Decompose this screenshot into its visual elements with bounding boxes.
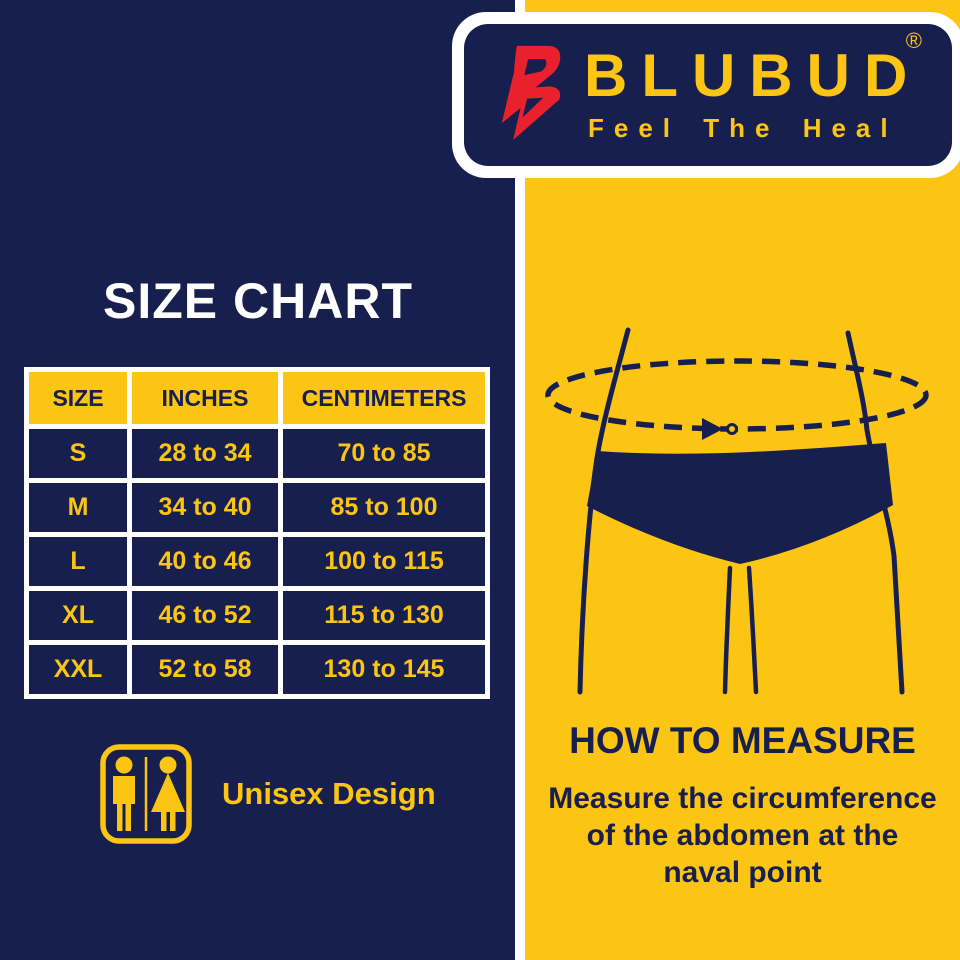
- unisex-label: Unisex Design: [222, 776, 436, 811]
- instruction-line: naval point: [663, 856, 822, 889]
- blubud-b-logo-icon: [501, 45, 561, 141]
- direction-arrow-icon: [702, 418, 723, 440]
- table-cell: M: [29, 483, 127, 532]
- page-title: SIZE CHART: [103, 273, 413, 329]
- abdomen-measurement-diagram: [545, 327, 929, 695]
- brand-logo-box: BLUBUD Feel The Heal ®: [452, 12, 960, 178]
- table-cell: S: [29, 429, 127, 478]
- brand-logo-inner: BLUBUD Feel The Heal ®: [464, 24, 952, 166]
- inner-leg-line-right: [746, 565, 759, 695]
- brand-tagline: Feel The Heal: [588, 113, 898, 143]
- table-cell: 28 to 34: [132, 429, 278, 478]
- panel-divider: [515, 0, 525, 960]
- table-cell: 46 to 52: [132, 591, 278, 640]
- table-header-cell-size: SIZE: [29, 372, 127, 424]
- briefs-silhouette: [587, 443, 893, 564]
- table-cell: 100 to 115: [283, 537, 485, 586]
- table-cell: L: [29, 537, 127, 586]
- table-cell: 115 to 130: [283, 591, 485, 640]
- measurement-instruction: Measure the circumference of the abdomen…: [525, 780, 960, 891]
- unisex-design-row: Unisex Design: [100, 744, 436, 844]
- table-cell: 85 to 100: [283, 483, 485, 532]
- size-table: SIZE INCHES CENTIMETERS S 28 to 34 70 to…: [24, 367, 490, 699]
- table-cell: 40 to 46: [132, 537, 278, 586]
- table-cell: 130 to 145: [283, 645, 485, 694]
- table-cell: XL: [29, 591, 127, 640]
- naval-point-marker: [726, 423, 738, 435]
- table-cell: 70 to 85: [283, 429, 485, 478]
- table-cell: 52 to 58: [132, 645, 278, 694]
- table-header-cell-centimeters: CENTIMETERS: [283, 372, 485, 424]
- inner-leg-line-left: [722, 565, 733, 695]
- table-header-cell-inches: INCHES: [132, 372, 278, 424]
- brand-name: BLUBUD: [584, 42, 922, 109]
- table-cell: XXL: [29, 645, 127, 694]
- body-outline-right: [845, 330, 905, 695]
- table-cell: 34 to 40: [132, 483, 278, 532]
- registered-trademark-icon: ®: [905, 28, 922, 53]
- instruction-line: Measure the circumference: [548, 782, 937, 815]
- instruction-line: of the abdomen at the: [586, 819, 899, 852]
- body-outline-left: [577, 327, 631, 695]
- unisex-restroom-icon: [100, 744, 192, 844]
- how-to-measure-heading: HOW TO MEASURE: [569, 720, 916, 761]
